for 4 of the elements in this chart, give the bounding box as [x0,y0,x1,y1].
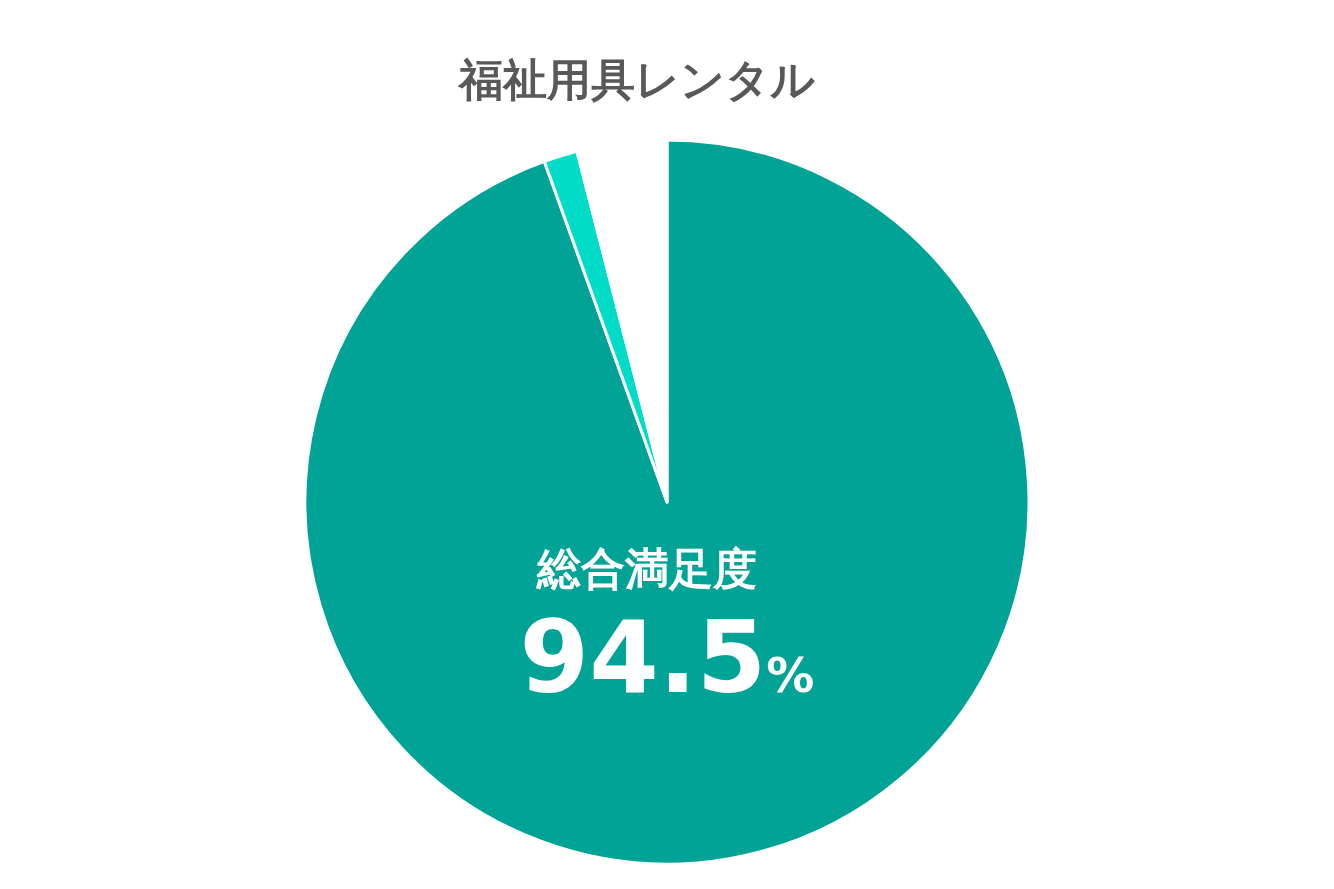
slice-label: 総合満足度 [535,543,757,594]
pie-slice [304,138,1031,866]
data-label: 94.5% [519,599,815,716]
chart-title: 福祉用具レンタル [457,54,815,105]
